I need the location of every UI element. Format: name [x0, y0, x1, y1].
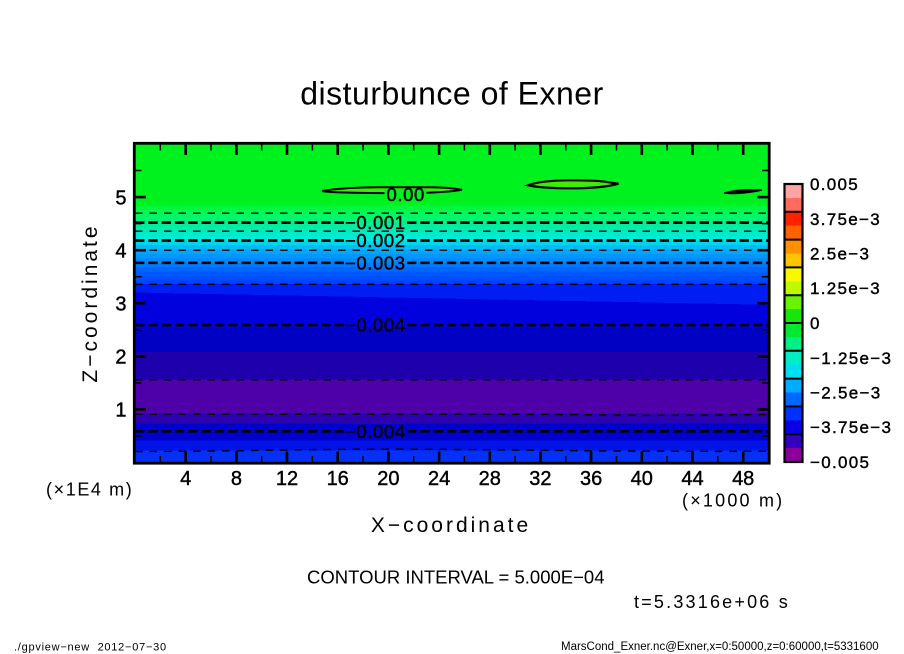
svg-text:0.005: 0.005: [810, 175, 859, 194]
svg-text:./gpview−new 2012−07−30: ./gpview−new 2012−07−30: [14, 642, 167, 654]
svg-text:MarsCond_Exner.nc@Exner,x=0:50: MarsCond_Exner.nc@Exner,x=0:50000,z=0:60…: [561, 641, 879, 653]
svg-text:CONTOUR INTERVAL = 5.000E−04: CONTOUR INTERVAL = 5.000E−04: [307, 567, 605, 588]
svg-text:(×1000 m): (×1000 m): [682, 491, 784, 511]
svg-text:0.00: 0.00: [387, 184, 425, 205]
svg-text:(×1E4 m): (×1E4 m): [46, 480, 133, 500]
svg-text:X−coordinate: X−coordinate: [371, 514, 531, 537]
svg-text:28: 28: [479, 468, 501, 490]
svg-text:0: 0: [810, 314, 821, 333]
svg-text:−0.005: −0.005: [810, 453, 870, 472]
svg-text:48: 48: [732, 468, 754, 490]
svg-text:20: 20: [377, 468, 399, 490]
svg-text:−0.003: −0.003: [345, 252, 406, 273]
svg-text:−0.002: −0.002: [345, 230, 406, 251]
svg-text:−3.75e−3: −3.75e−3: [810, 418, 892, 437]
svg-text:3.75e−3: 3.75e−3: [810, 210, 881, 229]
svg-text:−0.001: −0.001: [345, 212, 406, 233]
svg-text:4: 4: [180, 468, 191, 490]
svg-text:24: 24: [428, 468, 450, 490]
svg-text:1: 1: [115, 400, 126, 422]
svg-text:36: 36: [580, 468, 602, 490]
svg-text:2: 2: [115, 347, 126, 369]
svg-text:Z−coordinate: Z−coordinate: [79, 223, 102, 382]
svg-text:4: 4: [115, 240, 126, 262]
svg-text:16: 16: [327, 468, 349, 490]
svg-text:−0.004: −0.004: [345, 315, 406, 336]
svg-text:40: 40: [631, 468, 653, 490]
svg-text:12: 12: [276, 468, 298, 490]
svg-text:disturbunce of Exner: disturbunce of Exner: [300, 76, 604, 112]
svg-text:−2.5e−3: −2.5e−3: [810, 384, 882, 403]
svg-text:32: 32: [529, 468, 551, 490]
svg-text:1.25e−3: 1.25e−3: [810, 279, 881, 298]
svg-text:8: 8: [231, 468, 242, 490]
svg-text:2.5e−3: 2.5e−3: [810, 245, 870, 264]
svg-text:44: 44: [681, 468, 703, 490]
svg-text:5: 5: [115, 187, 126, 209]
svg-text:−0.004: −0.004: [345, 421, 406, 442]
svg-text:t=5.3316e+06 s: t=5.3316e+06 s: [634, 592, 790, 612]
svg-text:−1.25e−3: −1.25e−3: [810, 349, 892, 368]
svg-text:3: 3: [115, 293, 126, 315]
